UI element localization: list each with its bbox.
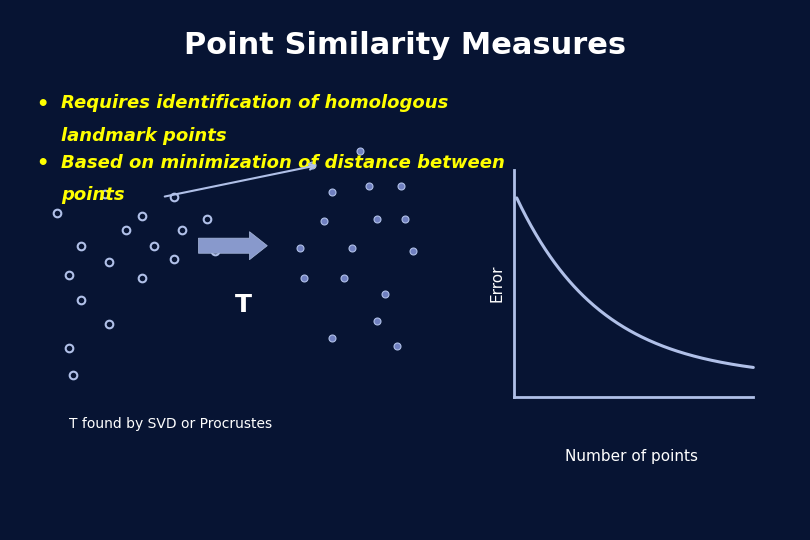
Text: Requires identification of homologous: Requires identification of homologous: [61, 94, 448, 112]
FancyArrow shape: [198, 232, 267, 260]
Text: Number of points: Number of points: [565, 449, 698, 464]
Text: •: •: [36, 154, 49, 173]
Text: Based on minimization of distance between: Based on minimization of distance betwee…: [61, 154, 505, 172]
Text: T found by SVD or Procrustes: T found by SVD or Procrustes: [69, 417, 271, 431]
Text: •: •: [36, 94, 49, 113]
Text: T: T: [235, 293, 251, 317]
Text: landmark points: landmark points: [61, 127, 226, 145]
Text: points: points: [61, 186, 125, 204]
Text: Error: Error: [489, 265, 504, 302]
Text: Point Similarity Measures: Point Similarity Measures: [184, 31, 626, 60]
